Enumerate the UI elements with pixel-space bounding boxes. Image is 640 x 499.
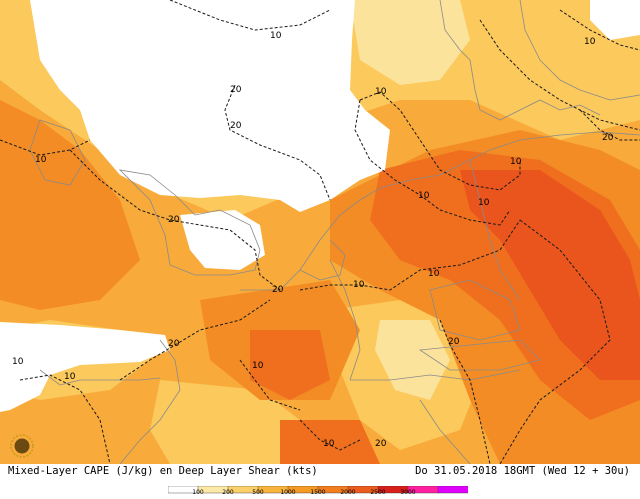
cape-zone-low-north	[350, 0, 470, 85]
shear-contour-south-20	[119, 299, 271, 381]
contour-label: 20	[230, 121, 242, 131]
contour-label: 10	[64, 372, 76, 382]
cape-zone-higher-bottom	[280, 420, 380, 464]
legend-tick-label: 1500	[310, 489, 326, 496]
legend-colorbar	[167, 485, 469, 494]
contour-label: 20	[168, 339, 180, 349]
border-alps	[350, 369, 521, 381]
shear-contours	[0, 0, 640, 464]
coastline-denmark	[469, 59, 601, 121]
contour-label: 20	[168, 215, 180, 225]
shear-contour-northwest	[169, 0, 331, 31]
coastline-ireland	[29, 119, 86, 186]
coastline-continent	[240, 131, 640, 291]
color-legend: 100 200 500 1000 1500 2000 2500 3000	[167, 480, 469, 496]
shear-contour-north-10	[0, 139, 91, 156]
shear-contour-east-20	[499, 219, 611, 464]
shear-contour-northeast-10	[559, 9, 640, 51]
contour-label: 20	[230, 85, 242, 95]
cape-zone-high-west	[0, 100, 140, 310]
contour-label: 20	[448, 337, 460, 347]
sun-logo-icon	[10, 434, 34, 458]
cape-zone-higher-south	[250, 330, 330, 400]
map-title: Mixed-Layer CAPE (J/kg) en Deep Layer Sh…	[8, 465, 318, 477]
legend-tick-label: 2500	[370, 489, 386, 496]
cape-zone-max-east	[460, 170, 640, 380]
legend-tick-label: 3000	[400, 489, 416, 496]
legend-tick-label: 200	[222, 489, 234, 496]
shear-contour-denmark-10	[359, 91, 521, 191]
contour-label: 10	[12, 357, 24, 367]
border-germany-poland	[469, 159, 521, 301]
contour-label: 20	[375, 439, 387, 449]
no-cape-zone-southwest	[0, 322, 170, 412]
contour-labels: 10 10 20 20 10 10 20 10 10 10 20 10 10 2…	[12, 31, 614, 449]
coastline-biscay	[119, 339, 181, 464]
contour-label: 20	[602, 133, 614, 143]
cape-zone-low-center	[375, 320, 450, 400]
contour-label: 10	[428, 269, 440, 279]
shear-contour-alps-20	[439, 319, 491, 464]
legend-tick-label: 1000	[280, 489, 296, 496]
legend-tick-label: 500	[252, 489, 264, 496]
cape-map-svg: 10 10 20 20 10 10 20 10 10 10 20 10 10 2…	[0, 0, 640, 464]
shear-contour-far-east-20	[579, 109, 640, 141]
caption-bar: Mixed-Layer CAPE (J/kg) en Deep Layer Sh…	[0, 464, 640, 478]
contour-label: 10	[375, 87, 387, 97]
map-valid-time: Do 31.05.2018 18GMT (Wed 12 + 30u)	[415, 465, 630, 477]
no-cape-zone-north-sea	[30, 0, 390, 212]
shear-contour-south-10	[239, 359, 301, 411]
contour-label: 10	[418, 191, 430, 201]
border-czech	[429, 279, 521, 341]
shear-contour-central-10	[299, 219, 521, 291]
legend-tick-label: 2000	[340, 489, 356, 496]
weather-map: 10 10 20 20 10 10 20 10 10 10 20 10 10 2…	[0, 0, 640, 464]
border-benelux	[299, 239, 346, 281]
shear-contour-bottom-10	[299, 419, 361, 451]
no-cape-zone-northeast	[590, 0, 640, 40]
legend-swatch	[437, 485, 469, 494]
contour-label: 10	[252, 361, 264, 371]
coastline-norway	[439, 0, 471, 61]
contour-label: 10	[270, 31, 282, 41]
contour-label: 10	[323, 439, 335, 449]
coastline-italy	[419, 399, 471, 464]
cape-zone-light-east	[440, 0, 640, 100]
contour-label: 10	[35, 155, 47, 165]
border-france-germany	[329, 259, 361, 381]
shear-contour-north-sea-20	[224, 84, 331, 201]
contour-label: 10	[478, 198, 490, 208]
contour-label: 10	[510, 157, 522, 167]
coastlines	[29, 0, 640, 464]
shear-contour-northsea-10b	[354, 99, 511, 226]
cape-zone-light-south	[150, 380, 300, 464]
legend-tick-label: 100	[192, 489, 204, 496]
contour-label: 10	[353, 280, 365, 290]
contour-label: 10	[584, 37, 596, 47]
coastline-iberia-north	[39, 369, 161, 386]
shear-contour-east-20b	[479, 19, 640, 131]
shear-contour-southwest-10	[19, 374, 111, 464]
border-austria	[418, 339, 541, 371]
contour-label: 20	[272, 285, 284, 295]
coastline-sweden	[519, 0, 640, 101]
